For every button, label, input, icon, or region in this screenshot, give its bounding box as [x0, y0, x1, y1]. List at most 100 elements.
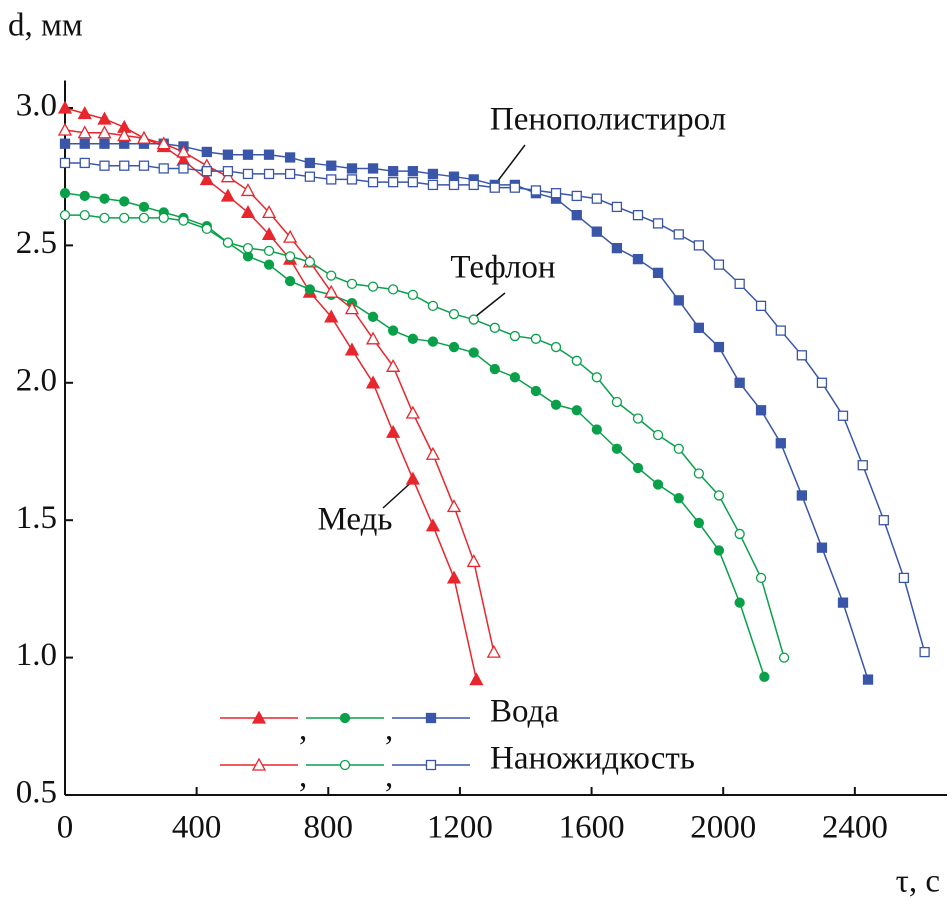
data-point — [117, 128, 132, 142]
data-point — [571, 405, 582, 416]
data-point — [324, 284, 339, 298]
y-tick-label: 3.0 — [16, 88, 57, 124]
data-point — [77, 125, 92, 139]
data-point — [427, 336, 439, 347]
data-point — [263, 149, 275, 160]
data-point — [673, 443, 684, 454]
data-point — [734, 377, 745, 388]
data-point — [652, 267, 664, 279]
data-point — [242, 168, 254, 180]
y-tick-label: 1.5 — [16, 500, 57, 536]
data-point — [486, 644, 501, 658]
data-point — [673, 295, 684, 306]
data-point — [591, 372, 602, 383]
data-point — [673, 493, 684, 504]
data-point — [652, 429, 664, 441]
data-point — [201, 223, 212, 235]
data-point — [158, 212, 169, 224]
data-point — [713, 545, 725, 556]
data-point — [178, 163, 189, 174]
data-point — [693, 468, 705, 479]
data-point — [99, 138, 110, 149]
legend-separator: , — [385, 759, 393, 795]
data-point — [530, 385, 542, 397]
data-point — [326, 160, 337, 171]
data-point — [59, 210, 71, 221]
data-point — [734, 597, 745, 608]
data-point — [652, 218, 664, 229]
data-point — [57, 122, 73, 136]
data-point — [346, 278, 358, 290]
data-point — [571, 190, 582, 202]
data-point — [387, 177, 399, 188]
data-point — [240, 183, 256, 197]
data-point — [387, 325, 399, 336]
data-point — [755, 572, 767, 584]
data-point — [489, 182, 500, 193]
data-point — [448, 179, 460, 191]
data-point — [427, 179, 439, 191]
legend-separator: , — [299, 712, 307, 748]
data-point — [99, 160, 110, 171]
data-point — [755, 300, 767, 311]
y-tick-label: 2.5 — [16, 225, 57, 261]
data-point — [591, 424, 602, 435]
data-point — [713, 490, 725, 501]
legend-marker — [339, 759, 351, 771]
data-point — [468, 179, 479, 191]
data-point — [673, 229, 684, 240]
data-point — [344, 342, 360, 356]
data-point — [158, 163, 169, 174]
data-point — [759, 671, 770, 682]
data-point — [407, 289, 419, 301]
data-point — [407, 177, 419, 188]
data-point — [136, 130, 152, 144]
y-tick-label: 0.5 — [16, 775, 57, 811]
data-point — [156, 136, 171, 150]
data-point — [571, 210, 582, 221]
data-point — [59, 188, 71, 199]
data-point — [489, 322, 500, 333]
data-point — [304, 284, 316, 295]
data-point — [220, 188, 236, 202]
x-tick-label: 2000 — [690, 810, 756, 846]
data-point — [862, 674, 874, 685]
data-point — [57, 100, 73, 114]
data-point — [284, 168, 296, 180]
data-point — [775, 438, 786, 449]
data-point — [448, 341, 460, 353]
data-point — [261, 205, 277, 219]
data-point — [693, 322, 705, 333]
data-point — [713, 259, 725, 270]
data-point — [837, 597, 849, 608]
leader-line — [493, 144, 526, 187]
annotation: Медь — [318, 502, 393, 538]
y-tick-label: 2.0 — [16, 362, 57, 398]
data-point — [79, 138, 90, 149]
data-point — [201, 166, 212, 177]
data-point — [176, 144, 191, 158]
data-point — [446, 499, 462, 513]
data-point — [387, 284, 399, 295]
legend-label: Вода — [490, 694, 559, 730]
x-tick-label: 400 — [172, 810, 222, 846]
data-point — [816, 542, 828, 553]
series-line — [64, 129, 495, 653]
data-point — [816, 377, 828, 388]
data-point — [611, 201, 623, 213]
data-point — [713, 341, 725, 353]
data-point — [468, 314, 479, 325]
data-point — [283, 229, 298, 243]
x-tick-label: 1600 — [559, 810, 625, 846]
data-point — [119, 212, 130, 224]
y-axis-label: d, мм — [8, 8, 83, 44]
data-point — [405, 471, 420, 485]
legend-marker — [251, 710, 267, 724]
data-point — [796, 490, 808, 501]
data-point — [407, 166, 419, 177]
data-point — [530, 185, 542, 196]
data-point — [284, 251, 296, 262]
legend-marker — [339, 712, 351, 724]
data-point — [550, 341, 562, 353]
data-point — [138, 160, 150, 171]
